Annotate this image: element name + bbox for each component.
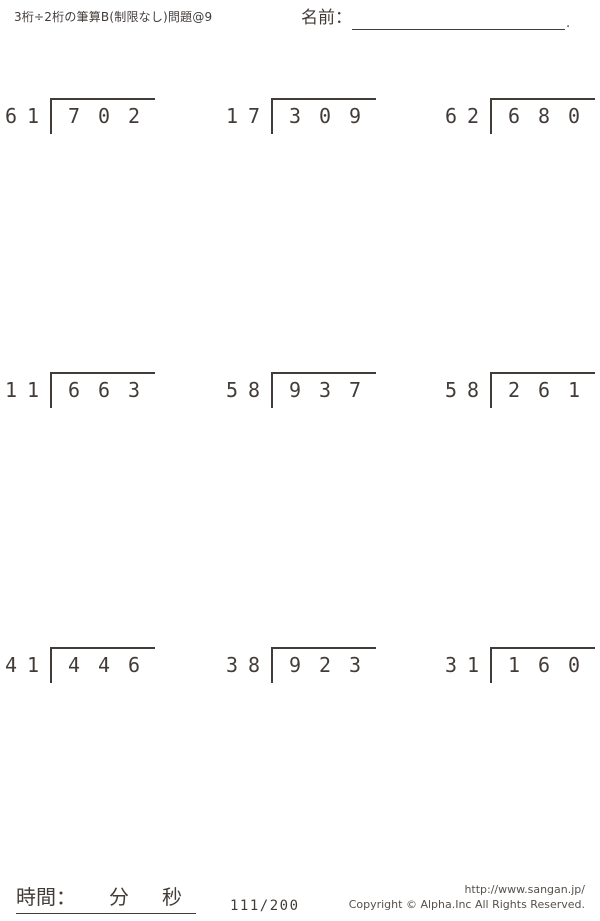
digit: 3: [444, 653, 458, 677]
digit: 6: [97, 378, 111, 402]
digit: 1: [225, 104, 239, 128]
digit: 6: [507, 104, 521, 128]
digit: 2: [507, 378, 521, 402]
digit: 5: [225, 378, 239, 402]
digit: 9: [348, 104, 362, 128]
digit: 1: [26, 104, 40, 128]
digit: 6: [67, 378, 81, 402]
digit: 4: [97, 653, 111, 677]
name-line-period: .: [566, 16, 571, 31]
digit: 3: [288, 104, 302, 128]
digit: 0: [318, 104, 332, 128]
digit: 6: [537, 378, 551, 402]
copyright-text: Copyright © Alpha.Inc All Rights Reserve…: [348, 897, 585, 911]
time-field: 時間： 分 秒: [16, 885, 196, 914]
digit: 4: [4, 653, 18, 677]
digit: 9: [288, 378, 302, 402]
digit: 8: [247, 378, 261, 402]
digit: 6: [4, 104, 18, 128]
digit: 6: [537, 653, 551, 677]
digit: 1: [567, 378, 581, 402]
digit: 7: [348, 378, 362, 402]
digit: 3: [127, 378, 141, 402]
minutes-label: 分: [109, 885, 129, 909]
digit: 2: [318, 653, 332, 677]
digit: 8: [537, 104, 551, 128]
digit: 8: [247, 653, 261, 677]
digit: 5: [444, 378, 458, 402]
digit: 2: [466, 104, 480, 128]
name-field: 名前： .: [301, 6, 570, 30]
digit: 3: [348, 653, 362, 677]
digit: 3: [318, 378, 332, 402]
digit: 8: [466, 378, 480, 402]
digit: 3: [225, 653, 239, 677]
site-url: http://www.sangan.jp/: [464, 883, 585, 896]
seconds-label: 秒: [162, 885, 182, 909]
name-label: 名前：: [301, 8, 352, 28]
digit: 0: [567, 104, 581, 128]
digit: 1: [26, 378, 40, 402]
page-number: 111/200: [230, 898, 300, 914]
digit: 1: [4, 378, 18, 402]
time-label: 時間：: [16, 885, 76, 909]
digit: 6: [127, 653, 141, 677]
digit: 1: [507, 653, 521, 677]
digit: 4: [67, 653, 81, 677]
digit: 0: [567, 653, 581, 677]
credits-block: http://www.sangan.jp/ Copyright © Alpha.…: [349, 883, 585, 912]
digit: 1: [26, 653, 40, 677]
worksheet-title: 3桁÷2桁の筆算B(制限なし)問題@9: [14, 10, 213, 24]
digit: 7: [67, 104, 81, 128]
digit: 1: [466, 653, 480, 677]
digit: 0: [97, 104, 111, 128]
digit: 2: [127, 104, 141, 128]
digit: 7: [247, 104, 261, 128]
digit: 9: [288, 653, 302, 677]
digit: 6: [444, 104, 458, 128]
name-blank-line: [352, 6, 565, 30]
